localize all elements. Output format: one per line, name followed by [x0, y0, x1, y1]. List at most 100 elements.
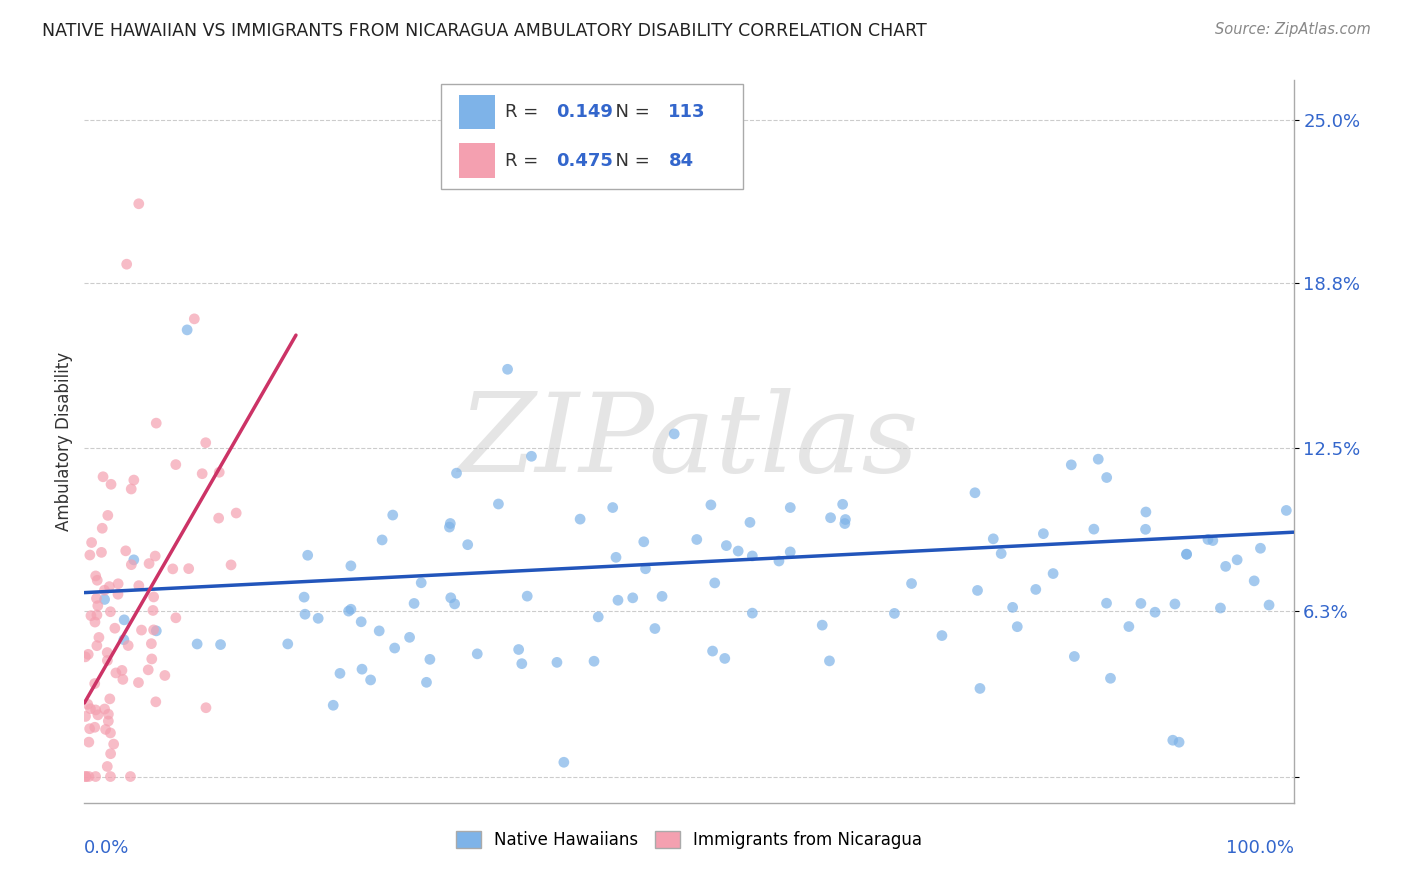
Point — [75, 649, 97, 664]
Point — [277, 637, 299, 651]
Point — [97, 714, 120, 728]
Point — [93, 583, 115, 598]
Point — [1063, 649, 1085, 664]
Point — [831, 497, 853, 511]
Point — [546, 656, 568, 670]
Point — [86, 607, 108, 622]
Point — [100, 605, 122, 619]
Point — [1025, 582, 1047, 597]
Point — [79, 702, 101, 716]
Point — [87, 631, 110, 645]
Point — [1095, 470, 1118, 484]
Point — [686, 533, 709, 547]
Point — [177, 561, 200, 575]
Point — [1202, 533, 1225, 548]
Point — [702, 644, 724, 658]
Point — [1197, 533, 1219, 547]
Point — [107, 576, 129, 591]
Point — [607, 593, 630, 607]
Text: R =: R = — [505, 103, 544, 121]
Point — [329, 666, 352, 681]
Point — [553, 756, 575, 770]
Point — [191, 467, 214, 481]
Point — [111, 664, 134, 678]
Point — [292, 590, 315, 604]
Text: 113: 113 — [668, 103, 706, 121]
Point — [87, 599, 110, 613]
Point — [1087, 452, 1109, 467]
Point — [516, 589, 538, 603]
Point — [1215, 559, 1237, 574]
Point — [80, 535, 103, 549]
Point — [508, 642, 530, 657]
Point — [94, 723, 117, 737]
Point — [165, 611, 187, 625]
Point — [350, 662, 373, 676]
Point — [114, 544, 136, 558]
Point — [1129, 597, 1152, 611]
Point — [1007, 620, 1029, 634]
Point — [1243, 574, 1265, 588]
Point — [360, 673, 382, 687]
Point — [1083, 522, 1105, 536]
Point — [381, 508, 404, 522]
Point — [120, 482, 142, 496]
Point — [415, 675, 437, 690]
Point — [84, 615, 107, 629]
Point — [145, 624, 167, 638]
Point — [208, 511, 231, 525]
Point — [97, 508, 120, 523]
Point — [142, 623, 165, 637]
Point — [1118, 619, 1140, 633]
Point — [86, 591, 108, 606]
Point — [100, 726, 122, 740]
Point — [111, 673, 134, 687]
Point — [122, 553, 145, 567]
Point — [122, 473, 145, 487]
Point — [586, 610, 609, 624]
Point — [131, 623, 153, 637]
Point — [439, 516, 461, 531]
Text: 0.475: 0.475 — [555, 152, 613, 169]
Point — [77, 735, 100, 749]
Text: N =: N = — [605, 103, 655, 121]
Point — [83, 720, 105, 734]
Point — [990, 547, 1012, 561]
Point — [80, 608, 103, 623]
Point — [1209, 601, 1232, 615]
Point — [128, 196, 150, 211]
Point — [779, 545, 801, 559]
Point — [96, 653, 118, 667]
Point — [75, 770, 97, 784]
Point — [368, 624, 391, 638]
Point — [969, 681, 991, 696]
Point — [510, 657, 533, 671]
Text: 100.0%: 100.0% — [1226, 838, 1294, 857]
Point — [371, 533, 394, 547]
Point — [83, 676, 105, 690]
Point — [741, 549, 763, 563]
Point — [225, 506, 247, 520]
Point — [963, 485, 986, 500]
Point — [411, 575, 433, 590]
Point — [1275, 503, 1298, 517]
FancyBboxPatch shape — [441, 84, 744, 189]
Point — [97, 707, 120, 722]
Point — [297, 548, 319, 562]
Point — [716, 539, 738, 553]
Point — [322, 698, 344, 713]
Point — [569, 512, 592, 526]
Point — [77, 648, 100, 662]
Point — [84, 770, 107, 784]
Point — [1060, 458, 1083, 472]
Point — [91, 469, 114, 483]
Point — [103, 737, 125, 751]
Point — [818, 654, 841, 668]
Point — [633, 534, 655, 549]
Point — [520, 450, 543, 464]
Point — [86, 574, 108, 588]
Point — [219, 558, 242, 572]
Point — [1164, 597, 1187, 611]
Point — [120, 558, 142, 572]
Point — [605, 550, 627, 565]
